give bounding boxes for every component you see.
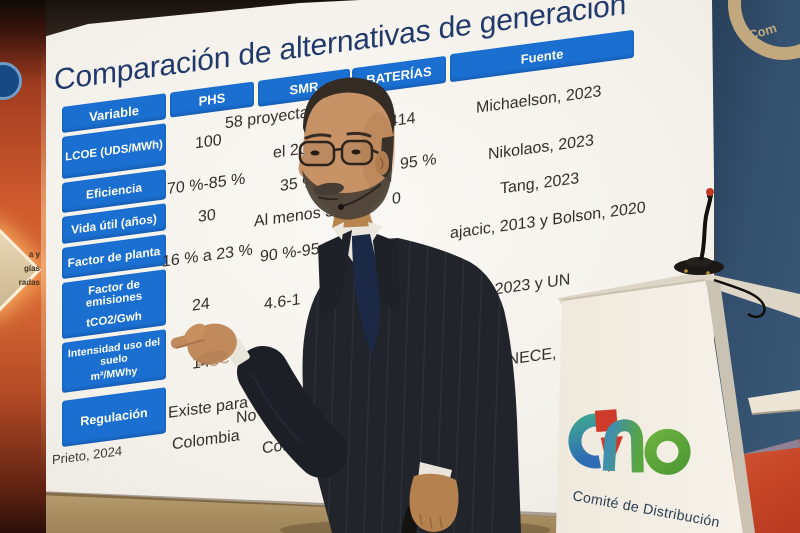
hand-knuckles — [419, 513, 443, 530]
cno-letter-c — [568, 413, 608, 469]
tie — [352, 234, 381, 354]
beard — [302, 168, 392, 220]
mouth — [317, 196, 339, 200]
eyebrows — [304, 131, 372, 140]
wall-shelf — [748, 390, 800, 414]
eye-right — [351, 149, 361, 155]
suit-jacket — [302, 238, 521, 533]
headset-boom — [342, 183, 382, 207]
presenter-head — [303, 79, 395, 215]
mic-cable — [713, 278, 766, 318]
banner-left-text: a y gías radas — [0, 248, 40, 290]
mustache — [314, 182, 344, 196]
cno-letter-n — [602, 419, 644, 473]
mic-base-screw2 — [706, 271, 710, 275]
podium-side — [706, 280, 755, 533]
left-hand — [409, 473, 459, 532]
pointing-hand — [170, 323, 237, 367]
pointing-arm-sleeve — [237, 346, 348, 478]
podium-front — [556, 280, 743, 533]
podium-front-edge — [561, 279, 706, 301]
shirt-collar — [332, 222, 382, 242]
backdrop-banner-left: a y gías radas — [0, 0, 46, 533]
banner-left-badge-icon — [0, 62, 22, 100]
sleeve-highlight — [251, 373, 301, 443]
lapel-left — [318, 230, 352, 324]
headset-mic-icon — [338, 204, 344, 210]
cno-letter-o — [644, 428, 691, 475]
ear-detail — [379, 157, 384, 170]
suit-pinstripes — [309, 238, 501, 533]
mic-base-dome — [686, 257, 712, 267]
podium-top-slab — [558, 272, 800, 318]
hair — [303, 77, 395, 136]
mic-gooseneck — [699, 195, 713, 261]
mic-red-cap-icon — [706, 188, 714, 196]
shelf-shadow — [751, 409, 800, 415]
banner-left-line3: radas — [18, 278, 40, 287]
banner-left-line2: gías — [23, 264, 40, 273]
banner-left-line1: a y — [28, 250, 40, 259]
lapel-right — [372, 232, 400, 314]
cno-logo — [568, 409, 691, 475]
eye-left — [310, 150, 320, 156]
mic-base-screw — [684, 269, 688, 273]
